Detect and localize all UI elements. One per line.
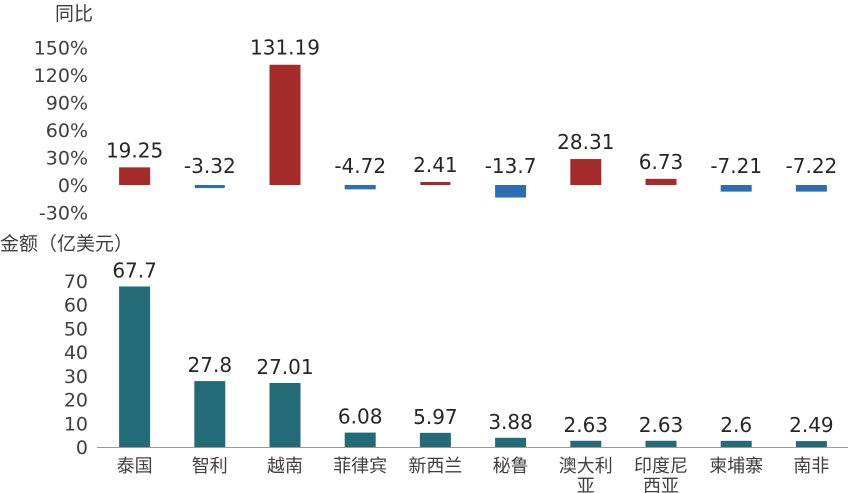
category-label-line: 秘鲁 [493,456,529,477]
amount-bar [344,432,376,447]
category-label: 菲律宾 [333,456,387,477]
amount-bar [570,440,602,447]
category-label: 澳大利亚 [559,456,613,493]
yoy-data-label: 131.19 [250,36,320,60]
amount-bar [119,286,151,447]
amount-y-tick-label: 60 [64,295,88,317]
yoy-y-tick-label: -30% [39,203,88,225]
amount-y-tick-label: 10 [64,413,88,435]
amount-data-label: 2.63 [564,413,609,437]
yoy-data-label: -3.32 [184,154,236,178]
yoy-chart-title: 同比 [55,3,93,25]
category-label-line: 菲律宾 [333,456,387,477]
amount-y-tick-label: 40 [64,342,88,364]
yoy-bar [720,185,752,192]
category-label: 新西兰 [408,456,462,477]
yoy-data-label: 28.31 [557,130,614,154]
amount-data-label: 67.7 [112,258,157,282]
amount-data-label: 2.63 [639,413,684,437]
yoy-data-label: 6.73 [639,150,684,174]
yoy-data-label: -7.21 [710,154,762,178]
amount-bar [495,437,527,447]
amount-data-label: 27.8 [188,353,233,377]
yoy-data-label: -7.22 [786,154,838,178]
category-label-line: 越南 [267,456,303,477]
yoy-data-label: -13.7 [485,154,537,178]
category-label: 智利 [192,456,228,477]
category-label-line: 泰国 [117,456,153,477]
category-label-line: 澳大利 [559,456,613,477]
category-label: 秘鲁 [493,456,529,477]
amount-y-tick-label: 30 [64,366,88,388]
category-label-line: 印度尼 [634,456,688,477]
category-label: 南非 [793,456,829,477]
yoy-y-tick-label: 0% [58,175,88,197]
amount-bar [269,382,301,447]
amount-y-tick-label: 70 [64,271,88,293]
amount-y-tick-label: 0 [76,437,88,459]
amount-bar [720,440,752,447]
amount-y-tick-label: 50 [64,318,88,340]
yoy-bar [119,167,151,185]
amount-y-tick-label: 20 [64,390,88,412]
yoy-bar [344,185,376,190]
amount-bar [419,432,451,447]
yoy-data-label: 19.25 [106,138,163,162]
category-label-line: 南非 [793,456,829,477]
yoy-y-tick-label: 120% [34,65,88,87]
yoy-bar [570,159,602,185]
category-label: 越南 [267,456,303,477]
amount-bar [645,440,677,447]
yoy-y-tick-label: 30% [46,148,88,170]
yoy-chart: 同比 150% 120% 90% 60% 30% 0% -30% 19.25 -3.32 131.1… [34,3,838,225]
amount-bar [795,441,827,447]
amount-data-label: 2.6 [720,413,752,437]
yoy-y-tick-label: 150% [34,38,88,60]
category-label: 泰国 [117,456,153,477]
amount-data-label: 2.49 [789,413,834,437]
yoy-y-tick-label: 90% [46,93,88,115]
amount-data-label: 5.97 [413,405,458,429]
amount-bar [194,381,226,447]
yoy-bar [420,182,451,185]
yoy-data-label: -4.72 [334,154,386,178]
yoy-bar [795,185,827,192]
category-label: 柬埔寨 [709,456,763,477]
yoy-y-tick-label: 60% [46,120,88,142]
amount-data-label: 3.88 [488,410,533,434]
yoy-bar [194,185,225,189]
category-label-line: 西亚 [643,476,679,493]
yoy-data-label: 2.41 [413,153,458,177]
category-label-line: 亚 [577,476,595,493]
yoy-bar [495,185,527,198]
category-label-line: 新西兰 [408,456,462,477]
amount-chart-title: 金额（亿美元） [0,233,133,255]
category-label-line: 柬埔寨 [709,456,763,477]
yoy-bar [645,178,677,185]
category-label: 印度尼西亚 [634,456,688,493]
amount-data-label: 6.08 [338,405,383,429]
amount-data-label: 27.01 [256,355,313,379]
category-label-line: 智利 [192,456,228,477]
yoy-bar [269,64,301,185]
